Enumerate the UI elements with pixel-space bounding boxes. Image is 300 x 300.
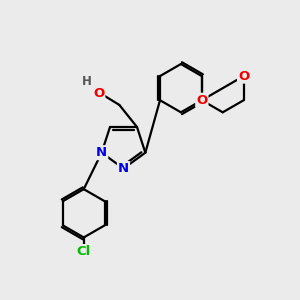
- Text: N: N: [96, 146, 107, 159]
- Text: O: O: [196, 94, 208, 107]
- Text: Cl: Cl: [76, 245, 91, 258]
- Text: N: N: [118, 162, 129, 175]
- Text: O: O: [238, 70, 249, 83]
- Text: H: H: [81, 76, 91, 88]
- Text: O: O: [93, 87, 104, 100]
